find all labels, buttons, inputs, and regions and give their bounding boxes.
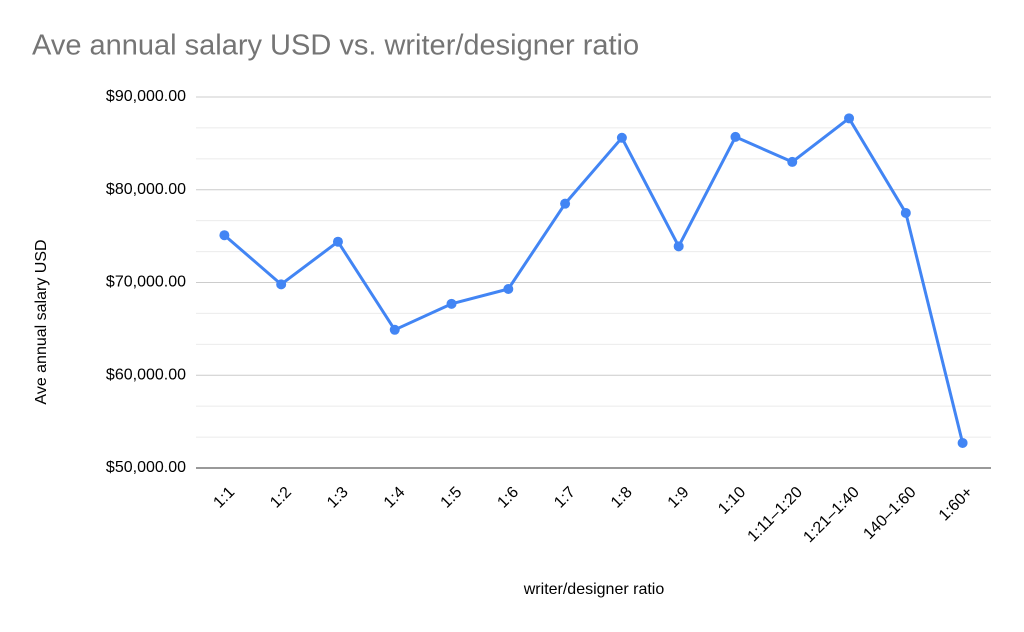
x-tick-label: 1:60+ <box>936 484 977 525</box>
point <box>616 132 627 143</box>
point <box>900 207 911 218</box>
x-tick-label: 1:6 <box>494 484 522 512</box>
point <box>844 113 855 124</box>
x-tick-label: 1:21–1:40 <box>800 484 862 546</box>
chart-title: Ave annual salary USD vs. writer/designe… <box>32 30 639 62</box>
y-tick-label: $50,000.00 <box>106 459 186 476</box>
y-tick-label: $90,000.00 <box>106 88 186 105</box>
point <box>446 298 457 309</box>
point <box>276 279 287 290</box>
point <box>560 198 571 209</box>
y-tick-label: $80,000.00 <box>106 181 186 198</box>
x-tick-label: 1:7 <box>551 484 579 512</box>
point <box>673 241 684 252</box>
point <box>957 437 968 448</box>
y-tick-label: $60,000.00 <box>106 366 186 383</box>
point <box>503 283 514 294</box>
x-tick-label: 1:5 <box>438 484 466 512</box>
x-tick-label: 1:8 <box>608 484 636 512</box>
line <box>223 116 965 444</box>
x-tick-label: 1:11–1:20 <box>745 484 807 546</box>
point <box>730 131 741 142</box>
x-tick-label: 1:10 <box>715 484 749 518</box>
x-tick-label: 1:9 <box>665 484 693 512</box>
point <box>332 236 343 247</box>
point <box>787 156 798 167</box>
x-tick-label: 140–1:60 <box>860 484 919 543</box>
point <box>219 230 230 241</box>
x-tick-label: 1:4 <box>381 484 409 512</box>
y-tick-label: $70,000.00 <box>106 274 186 291</box>
x-tick-label: 1:2 <box>267 484 295 512</box>
x-axis-title: writer/designer ratio <box>523 581 665 598</box>
point <box>389 324 400 335</box>
x-tick-label: 1:1 <box>210 484 238 512</box>
x-tick-label: 1:3 <box>324 484 352 512</box>
y-axis-title: Ave annual salary USD <box>33 239 50 404</box>
